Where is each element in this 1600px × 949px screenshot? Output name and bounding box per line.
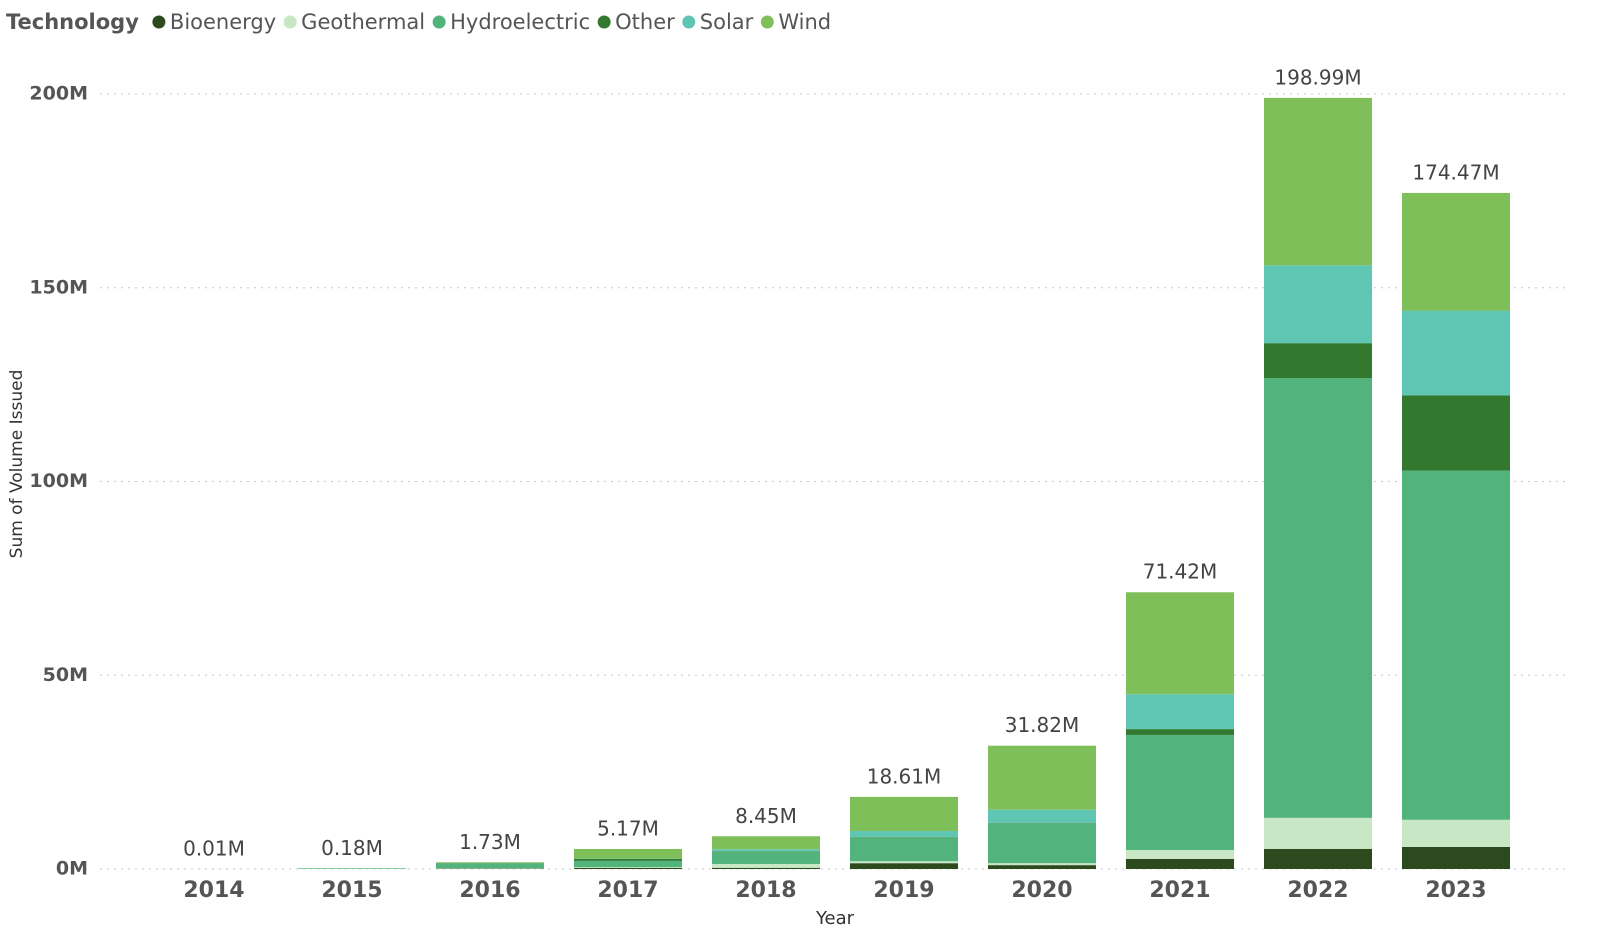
bar-segment [1264,817,1372,849]
bar-segment [988,809,1096,823]
bar-segment [850,831,958,837]
bar-segment [988,823,1096,864]
total-label: 18.61M [867,764,942,788]
total-label: 8.45M [735,804,797,828]
x-tick-label: 2023 [1425,878,1486,903]
bar-segment [298,868,406,869]
x-tick-label: 2022 [1287,878,1348,903]
bar-segment [574,867,682,868]
bar-segment [712,836,820,850]
bar-segment [1402,846,1510,869]
bar-segment [1126,858,1234,869]
legend-marker [152,15,166,29]
legend-title: Technology [6,10,139,34]
legend-label: Hydroelectric [450,10,590,34]
bar-segment [1264,343,1372,379]
bar-segment [850,837,958,862]
bar-segment [574,867,682,869]
bar-segment [574,848,682,859]
x-tick-label: 2016 [459,878,520,903]
total-label: 1.73M [459,830,521,854]
y-tick-label: 50M [43,664,88,686]
total-label: 31.82M [1005,713,1080,737]
bar-segment [1126,694,1234,730]
legend-label: Geothermal [301,10,425,34]
x-tick-label: 2015 [321,878,382,903]
x-tick-label: 2017 [597,878,658,903]
bar-segment [712,863,820,868]
bar-segment [436,863,544,869]
total-label: 198.99M [1274,65,1361,89]
x-tick-label: 2019 [873,878,934,903]
legend-marker [682,15,696,29]
bar-segment [1264,97,1372,266]
bar-segment [1126,734,1234,851]
bar-segment [574,858,682,861]
bar-segment [850,796,958,832]
legend-label: Bioenergy [170,10,276,34]
total-label: 71.42M [1143,560,1218,584]
legend-label: Other [615,10,675,34]
x-tick-label: 2014 [183,878,244,903]
x-axis-title: Year [815,908,855,929]
bar-segment [712,867,820,869]
bar-segment [712,849,820,852]
y-tick-label: 150M [29,276,88,298]
legend-marker [760,15,774,29]
bar-segment [1402,819,1510,847]
y-axis-title: Sum of Volume Issued [7,370,27,559]
bar-segment [988,865,1096,869]
legend-marker [283,15,297,29]
legend-label: Wind [778,10,831,34]
total-label: 0.01M [183,836,245,860]
y-tick-label: 0M [56,858,88,880]
bar-segment [1264,265,1372,344]
bar-segment [850,863,958,869]
bar-segment [988,863,1096,866]
bar-segment [850,861,958,864]
bar-segment [436,862,544,864]
bar-segment [988,745,1096,810]
bar-segment [1126,729,1234,735]
total-label: 0.18M [321,836,383,860]
bar-segment [1402,192,1510,311]
y-tick-label: 200M [29,83,88,105]
bar-segment [1402,470,1510,820]
total-label: 174.47M [1412,160,1499,184]
x-tick-label: 2020 [1011,878,1072,903]
legend-marker [432,15,446,29]
bar-segment [1264,378,1372,818]
bar-segment [712,851,820,864]
legend-label: Solar [700,10,754,34]
x-tick-label: 2018 [735,878,796,903]
bar-segment [1264,848,1372,869]
y-tick-label: 100M [29,470,88,492]
total-label: 5.17M [597,816,659,840]
bar-segment [1402,310,1510,396]
legend-marker [597,15,611,29]
x-tick-label: 2021 [1149,878,1210,903]
bar-segment [1126,592,1234,695]
bar-segment [1402,395,1510,471]
bar-segment [574,860,682,868]
bar-segment [1126,850,1234,859]
